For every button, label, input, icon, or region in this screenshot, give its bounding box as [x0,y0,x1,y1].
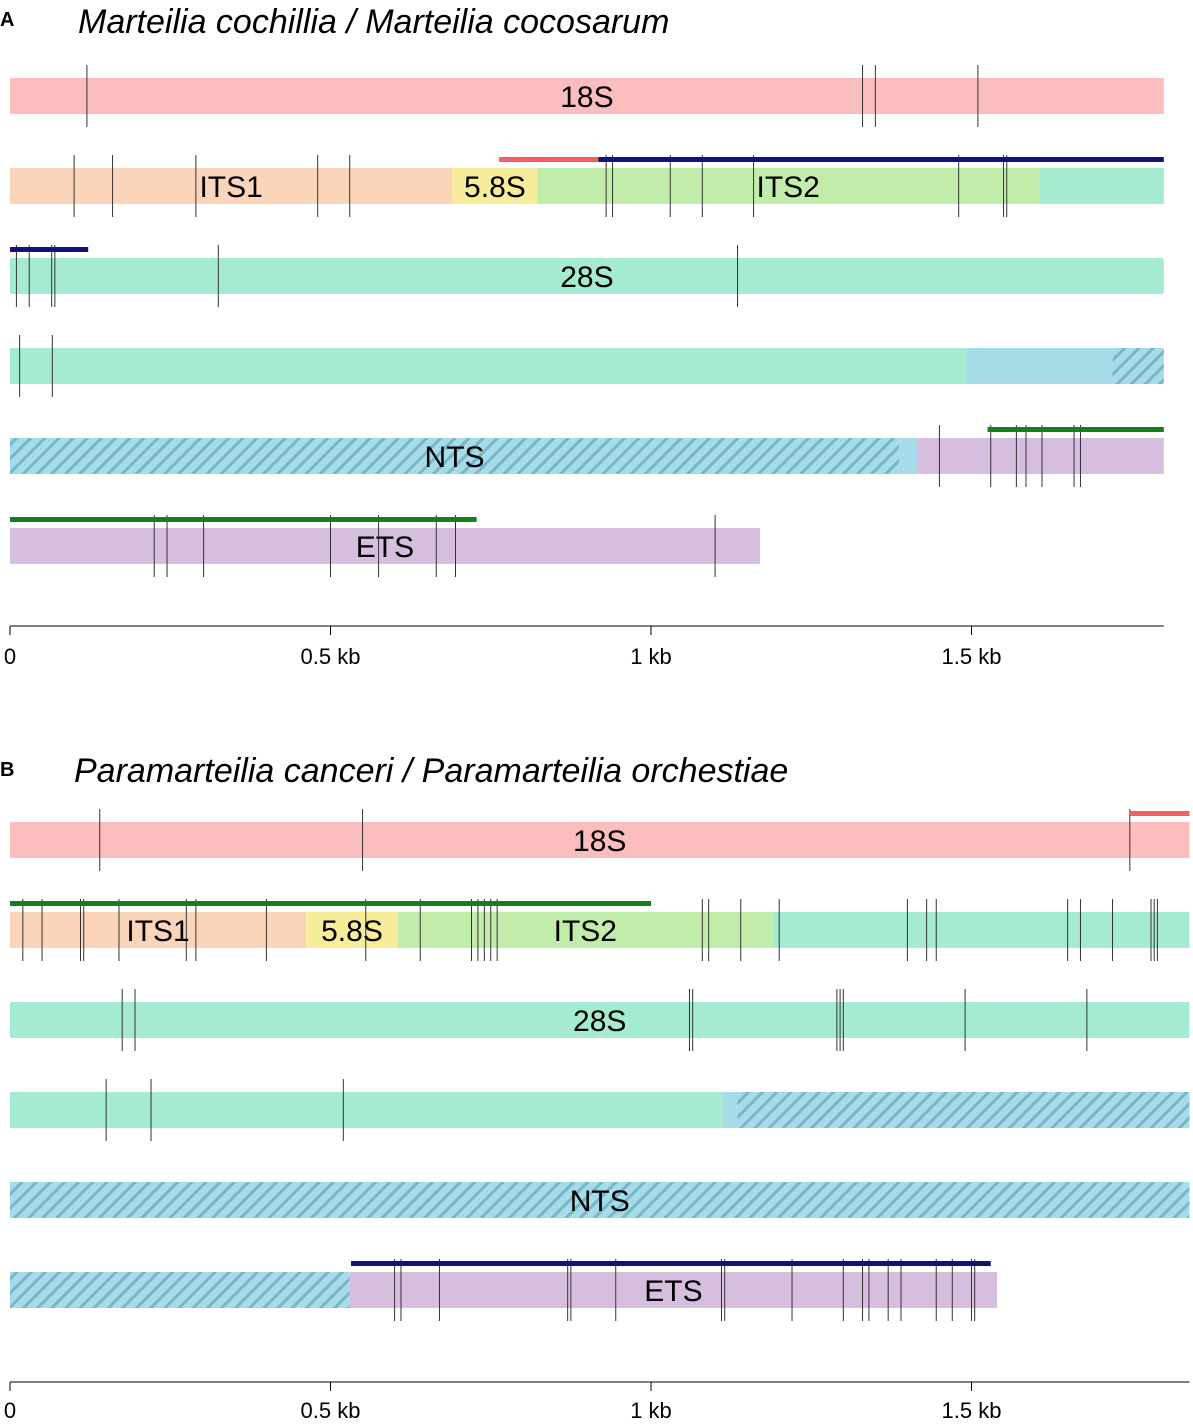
sequence-row: ETS [10,515,760,577]
axis-tick-label: 1 kb [630,644,672,669]
segment-its1 [10,912,307,948]
segment-28s [10,1092,723,1128]
coverage-line-green [10,517,477,522]
segment-label: NTS [570,1185,630,1218]
panel-b-title: Paramarteilia canceri / Paramarteilia or… [74,752,788,790]
axis-tick-label: 0 [4,1398,16,1423]
segment-28s [10,348,967,384]
segment-label: 18S [560,81,613,114]
segment-18s [10,78,1164,114]
panel-a: A Marteilia cochillia / Marteilia cocosa… [0,3,1164,669]
coverage-line-green [987,427,1164,432]
segment-18s [10,822,1190,858]
segment-its2 [537,168,1039,204]
segment-igs [899,438,918,474]
segment-label: 18S [573,825,626,858]
sequence-row [10,335,1164,397]
segment-ets [917,438,1164,474]
sequence-row: 28S [10,245,1164,307]
segment-igs [722,1092,738,1128]
panel-a-rows: 18S ITS1 5.8S ITS2 28S NTS ETS [10,65,1164,577]
axis-tick-label: 1 kb [630,1398,672,1423]
panel-b: B Paramarteilia canceri / Paramarteilia … [0,752,1190,1423]
axis-tick-label: 0.5 kb [301,1398,361,1423]
segment-5-8s [452,168,538,204]
sequence-row [10,1079,1190,1141]
coverage-line-navy [351,1261,991,1266]
coverage-line-navy [10,247,89,252]
segment-label: ITS2 [756,171,819,204]
segment-label: 5.8S [321,915,383,948]
coverage-line-green [10,901,651,906]
sequence-row: NTS [10,425,1164,487]
axis-tick-label: 1.5 kb [942,1398,1002,1423]
segment-label: 28S [560,261,613,294]
sequence-row: NTS [10,1182,1190,1218]
sequence-row: 28S [10,989,1190,1051]
axis-tick-label: 1.5 kb [942,644,1002,669]
segment-igs [966,348,1113,384]
segment-5-8s [306,912,398,948]
segment-nts [1112,348,1164,384]
sequence-row: ETS [10,1259,998,1321]
segment-label: ETS [644,1275,702,1308]
segment-28s [10,1002,1190,1038]
segment-ets [349,1272,998,1308]
panel-b-axis: 0 0.5 kb 1 kb 1.5 kb [4,1381,1190,1423]
sequence-row: ITS1 5.8S ITS2 [10,155,1164,217]
segment-label: 28S [573,1005,626,1038]
sequence-row: 18S [10,65,1164,127]
segment-label: ITS2 [554,915,617,948]
segment-label: 5.8S [464,171,526,204]
coverage-line-red [1129,811,1190,816]
panel-b-rows: 18S ITS1 5.8S ITS2 28S NTS ETS [10,809,1190,1321]
panel-a-title: Marteilia cochillia / Marteilia cocosaru… [78,3,669,41]
segment-its2 [397,912,773,948]
segment-label: ITS1 [126,915,189,948]
segment-ets [10,528,760,564]
segment-label: NTS [425,441,485,474]
sequence-row: ITS1 5.8S ITS2 [10,899,1190,961]
segment-28s [10,258,1164,294]
segment-nts [737,1092,1190,1128]
axis-tick-label: 0 [4,644,16,669]
panel-a-letter: A [0,9,14,31]
segment-label: ETS [356,531,414,564]
panel-b-letter: B [0,759,14,781]
segment-nts [10,438,900,474]
segment-label: ITS1 [199,171,262,204]
coverage-line-navy [598,157,1164,162]
sequence-row: 18S [10,809,1190,871]
segment-nts [10,1182,1190,1218]
panel-a-axis: 0 0.5 kb 1 kb 1.5 kb [4,625,1164,669]
segment-28s [772,912,1190,948]
axis-tick-label: 0.5 kb [301,644,361,669]
segment-28s [1038,168,1164,204]
segment-nts [10,1272,350,1308]
segment-its1 [10,168,453,204]
